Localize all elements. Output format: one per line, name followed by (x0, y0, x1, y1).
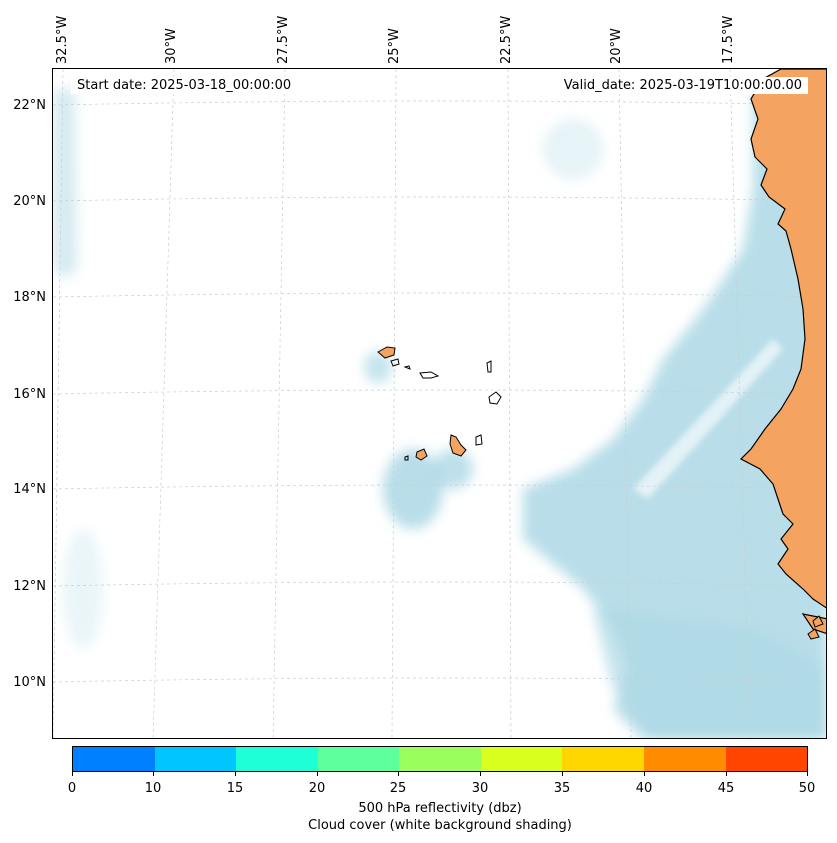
island-santo-antao (377, 346, 396, 359)
cloud-region-east (523, 89, 826, 738)
colorbar-tickmark (562, 772, 563, 776)
meridian-line (729, 69, 751, 738)
island-maio (475, 434, 483, 446)
colorbar (72, 746, 808, 772)
meridian-line (507, 69, 512, 738)
colorbar-segment (562, 747, 644, 771)
colorbar-tick-label: 45 (717, 781, 735, 796)
parallel-line (53, 196, 826, 202)
meridian-line (618, 69, 632, 738)
colorbar-tickmark (644, 772, 645, 776)
africa-land (739, 69, 826, 609)
colorbar-segment (236, 747, 318, 771)
latitude-label: 16°N (13, 387, 46, 402)
colorbar-tickmark (72, 772, 73, 776)
map-panel[interactable]: Start date: 2025-03-18_00:00:00 Valid_da… (52, 68, 827, 739)
colorbar-tick-label: 50 (798, 781, 816, 796)
colorbar-segment (643, 747, 726, 771)
colorbar-segment (399, 747, 481, 771)
colorbar-tickmark (317, 772, 318, 776)
colorbar-tick-label: 10 (144, 781, 162, 796)
colorbar-tickmark (398, 772, 399, 776)
island-sao-vicente (390, 358, 400, 367)
clear-streak (633, 339, 783, 499)
meridian-line (152, 69, 175, 738)
island-sal (486, 360, 492, 373)
colorbar-segment (725, 747, 808, 771)
colorbar-tickmark (153, 772, 154, 776)
longitude-label: 17.5°W (721, 15, 736, 64)
colorbar-segment (73, 747, 155, 771)
colorbar-tick-label: 30 (471, 781, 489, 796)
meridian-line (391, 69, 397, 738)
island-fogo (415, 448, 428, 461)
valid-date-label: Valid_date: 2025-03-19T10:00:00.00 (557, 77, 808, 94)
cloud-region-south (593, 609, 826, 738)
cloud-region-islands-south (433, 449, 473, 489)
colorbar-title: 500 hPa reflectivity (dbz) (358, 801, 522, 816)
cloud-region-northeast (543, 119, 603, 179)
island-santiago (449, 434, 467, 457)
colorbar-tickmark (235, 772, 236, 776)
longitude-label: 20°W (609, 28, 624, 64)
map-canvas (53, 69, 826, 738)
colorbar-segment (154, 747, 237, 771)
cloud-region-west (63, 529, 103, 649)
colorbar-segment (317, 747, 400, 771)
start-date-label: Start date: 2025-03-18_00:00:00 (71, 77, 298, 94)
colorbar-segment (480, 747, 563, 771)
bijagos-island (812, 615, 824, 628)
latitude-label: 18°N (13, 290, 46, 305)
colorbar-tickmark (726, 772, 727, 776)
colorbar-tick-label: 35 (553, 781, 571, 796)
colorbar-tickmark (480, 772, 481, 776)
island-brava (404, 455, 409, 461)
graticule (53, 69, 826, 738)
colorbar-tickmark (807, 772, 808, 776)
longitude-label: 27.5°W (276, 15, 291, 64)
longitude-label: 25°W (387, 28, 402, 64)
colorbar-tick-label: 20 (308, 781, 326, 796)
meridian-line (53, 69, 64, 738)
meridian-line (272, 69, 286, 738)
bijagos-island (807, 628, 820, 640)
latitude-label: 20°N (13, 194, 46, 209)
colorbar-tick-label: 0 (67, 781, 77, 796)
parallel-line (53, 100, 826, 106)
colorbar-tick-label: 15 (226, 781, 244, 796)
longitude-label: 32.5°W (55, 15, 70, 64)
colorbar-subtitle: Cloud cover (white background shading) (308, 818, 572, 833)
longitude-label: 22.5°W (499, 15, 514, 64)
cloud-region-islands-south (383, 449, 443, 529)
latitude-label: 14°N (13, 482, 46, 497)
latitude-label: 22°N (13, 98, 46, 113)
latitude-label: 10°N (13, 675, 46, 690)
longitude-label: 30°W (164, 28, 179, 64)
latitude-label: 12°N (13, 579, 46, 594)
island-sao-nicolau (419, 371, 440, 379)
cloud-region-west (53, 89, 77, 279)
island-boa-vista (488, 391, 502, 405)
island-santa-luzia (403, 365, 411, 370)
colorbar-tick-label: 25 (389, 781, 407, 796)
cloud-region-islands-north (364, 351, 392, 383)
colorbar-tick-label: 40 (635, 781, 653, 796)
parallel-line (53, 292, 826, 298)
cloud-cover-layer (53, 89, 826, 738)
